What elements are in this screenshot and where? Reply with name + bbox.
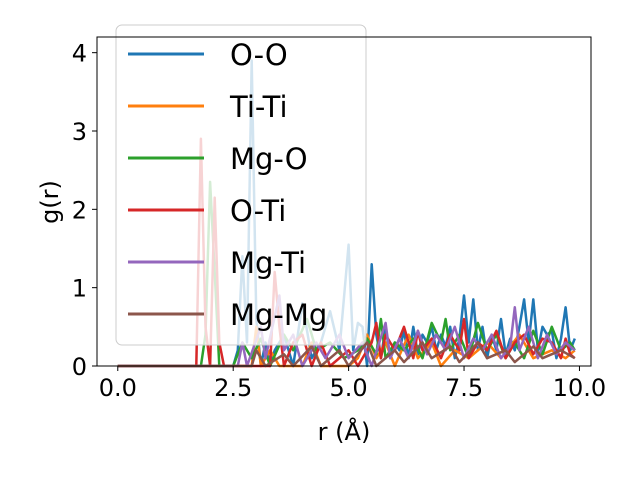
y-tick-label: 2 <box>72 196 87 224</box>
x-tick-label: 7.5 <box>445 374 483 402</box>
x-axis-label: r (Å) <box>318 417 371 446</box>
x-tick-label: 5.0 <box>330 374 368 402</box>
y-axis-ticks: 0 1 2 3 4 <box>72 40 97 381</box>
legend-label-mg-ti: Mg-Ti <box>230 246 306 280</box>
x-axis-ticks: 0.0 2.5 5.0 7.5 10.0 <box>99 366 606 402</box>
legend-box <box>115 24 367 346</box>
y-tick-label: 1 <box>72 275 87 303</box>
y-tick-label: 0 <box>72 353 87 381</box>
legend-label-mg-o: Mg-O <box>230 142 308 176</box>
legend-label-ti-ti: Ti-Ti <box>229 90 288 124</box>
y-tick-label: 4 <box>72 40 87 68</box>
legend: O-O Ti-Ti Mg-O O-Ti Mg-Ti Mg-Mg <box>115 24 367 346</box>
y-tick-label: 3 <box>72 118 87 146</box>
x-tick-label: 0.0 <box>99 374 137 402</box>
series-line-mg-mg <box>117 341 576 368</box>
y-axis-label: g(r) <box>36 180 64 224</box>
legend-label-o-o: O-O <box>230 38 288 72</box>
x-tick-label: 10.0 <box>553 374 606 402</box>
legend-label-mg-mg: Mg-Mg <box>230 298 327 332</box>
x-tick-label: 2.5 <box>214 374 252 402</box>
plot-frame <box>96 36 592 367</box>
legend-label-o-ti: O-Ti <box>230 194 286 228</box>
